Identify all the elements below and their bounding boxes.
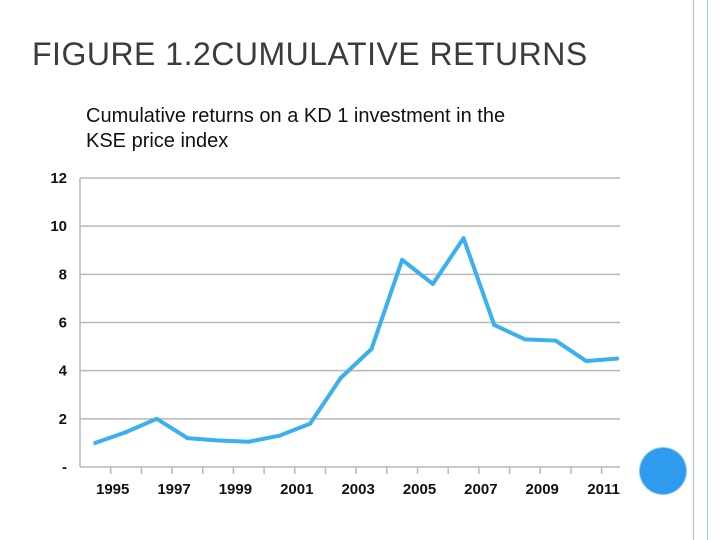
x-tick-label-4: 2003 <box>341 481 374 498</box>
side-rule-right <box>707 0 708 540</box>
chart-title-line-1: Cumulative returns on a KD 1 investment … <box>86 105 506 127</box>
y-tick-label-5: 10 <box>50 218 67 235</box>
data-point-7 <box>308 421 313 426</box>
y-tick-label-0: - <box>62 459 67 476</box>
data-point-6 <box>277 433 282 438</box>
side-rule-left <box>693 0 694 540</box>
data-point-8 <box>338 375 343 380</box>
y-tick-label-6: 12 <box>50 170 67 187</box>
decorative-circle <box>640 448 686 494</box>
data-point-9 <box>369 346 374 351</box>
data-point-14 <box>522 337 527 342</box>
x-tick-label-2: 1999 <box>219 481 252 498</box>
data-point-11 <box>430 281 435 286</box>
y-tick-label-3: 6 <box>59 315 67 332</box>
data-point-16 <box>584 359 589 364</box>
y-tick-label-2: 4 <box>59 363 68 380</box>
x-tick-label-0: 1995 <box>96 481 129 498</box>
data-point-0 <box>93 440 98 445</box>
data-point-10 <box>400 257 405 262</box>
x-tick-label-1: 1997 <box>157 481 190 498</box>
data-point-1 <box>124 430 129 435</box>
x-tick-label-3: 2001 <box>280 481 313 498</box>
series-line-0 <box>93 236 619 445</box>
data-point-12 <box>461 236 466 241</box>
x-tick-label-5: 2005 <box>403 481 436 498</box>
data-point-2 <box>154 416 159 421</box>
data-point-13 <box>492 322 497 327</box>
x-tick-label-7: 2009 <box>526 481 559 498</box>
chart-title: Cumulative returns on a KD 1 investment … <box>86 104 626 154</box>
y-tick-label-4: 8 <box>59 266 67 283</box>
slide-title: FIGURE 1.2CUMULATIVE RETURNS <box>32 36 588 72</box>
data-point-15 <box>553 338 558 343</box>
data-point-17 <box>614 356 619 361</box>
x-tick-label-6: 2007 <box>464 481 497 498</box>
y-tick-label-1: 2 <box>59 411 67 428</box>
x-tick-label-8: 2011 <box>587 481 620 498</box>
data-point-4 <box>216 438 221 443</box>
data-point-5 <box>246 439 251 444</box>
chart-title-line-2: KSE price index <box>86 130 229 152</box>
data-point-3 <box>185 436 190 441</box>
